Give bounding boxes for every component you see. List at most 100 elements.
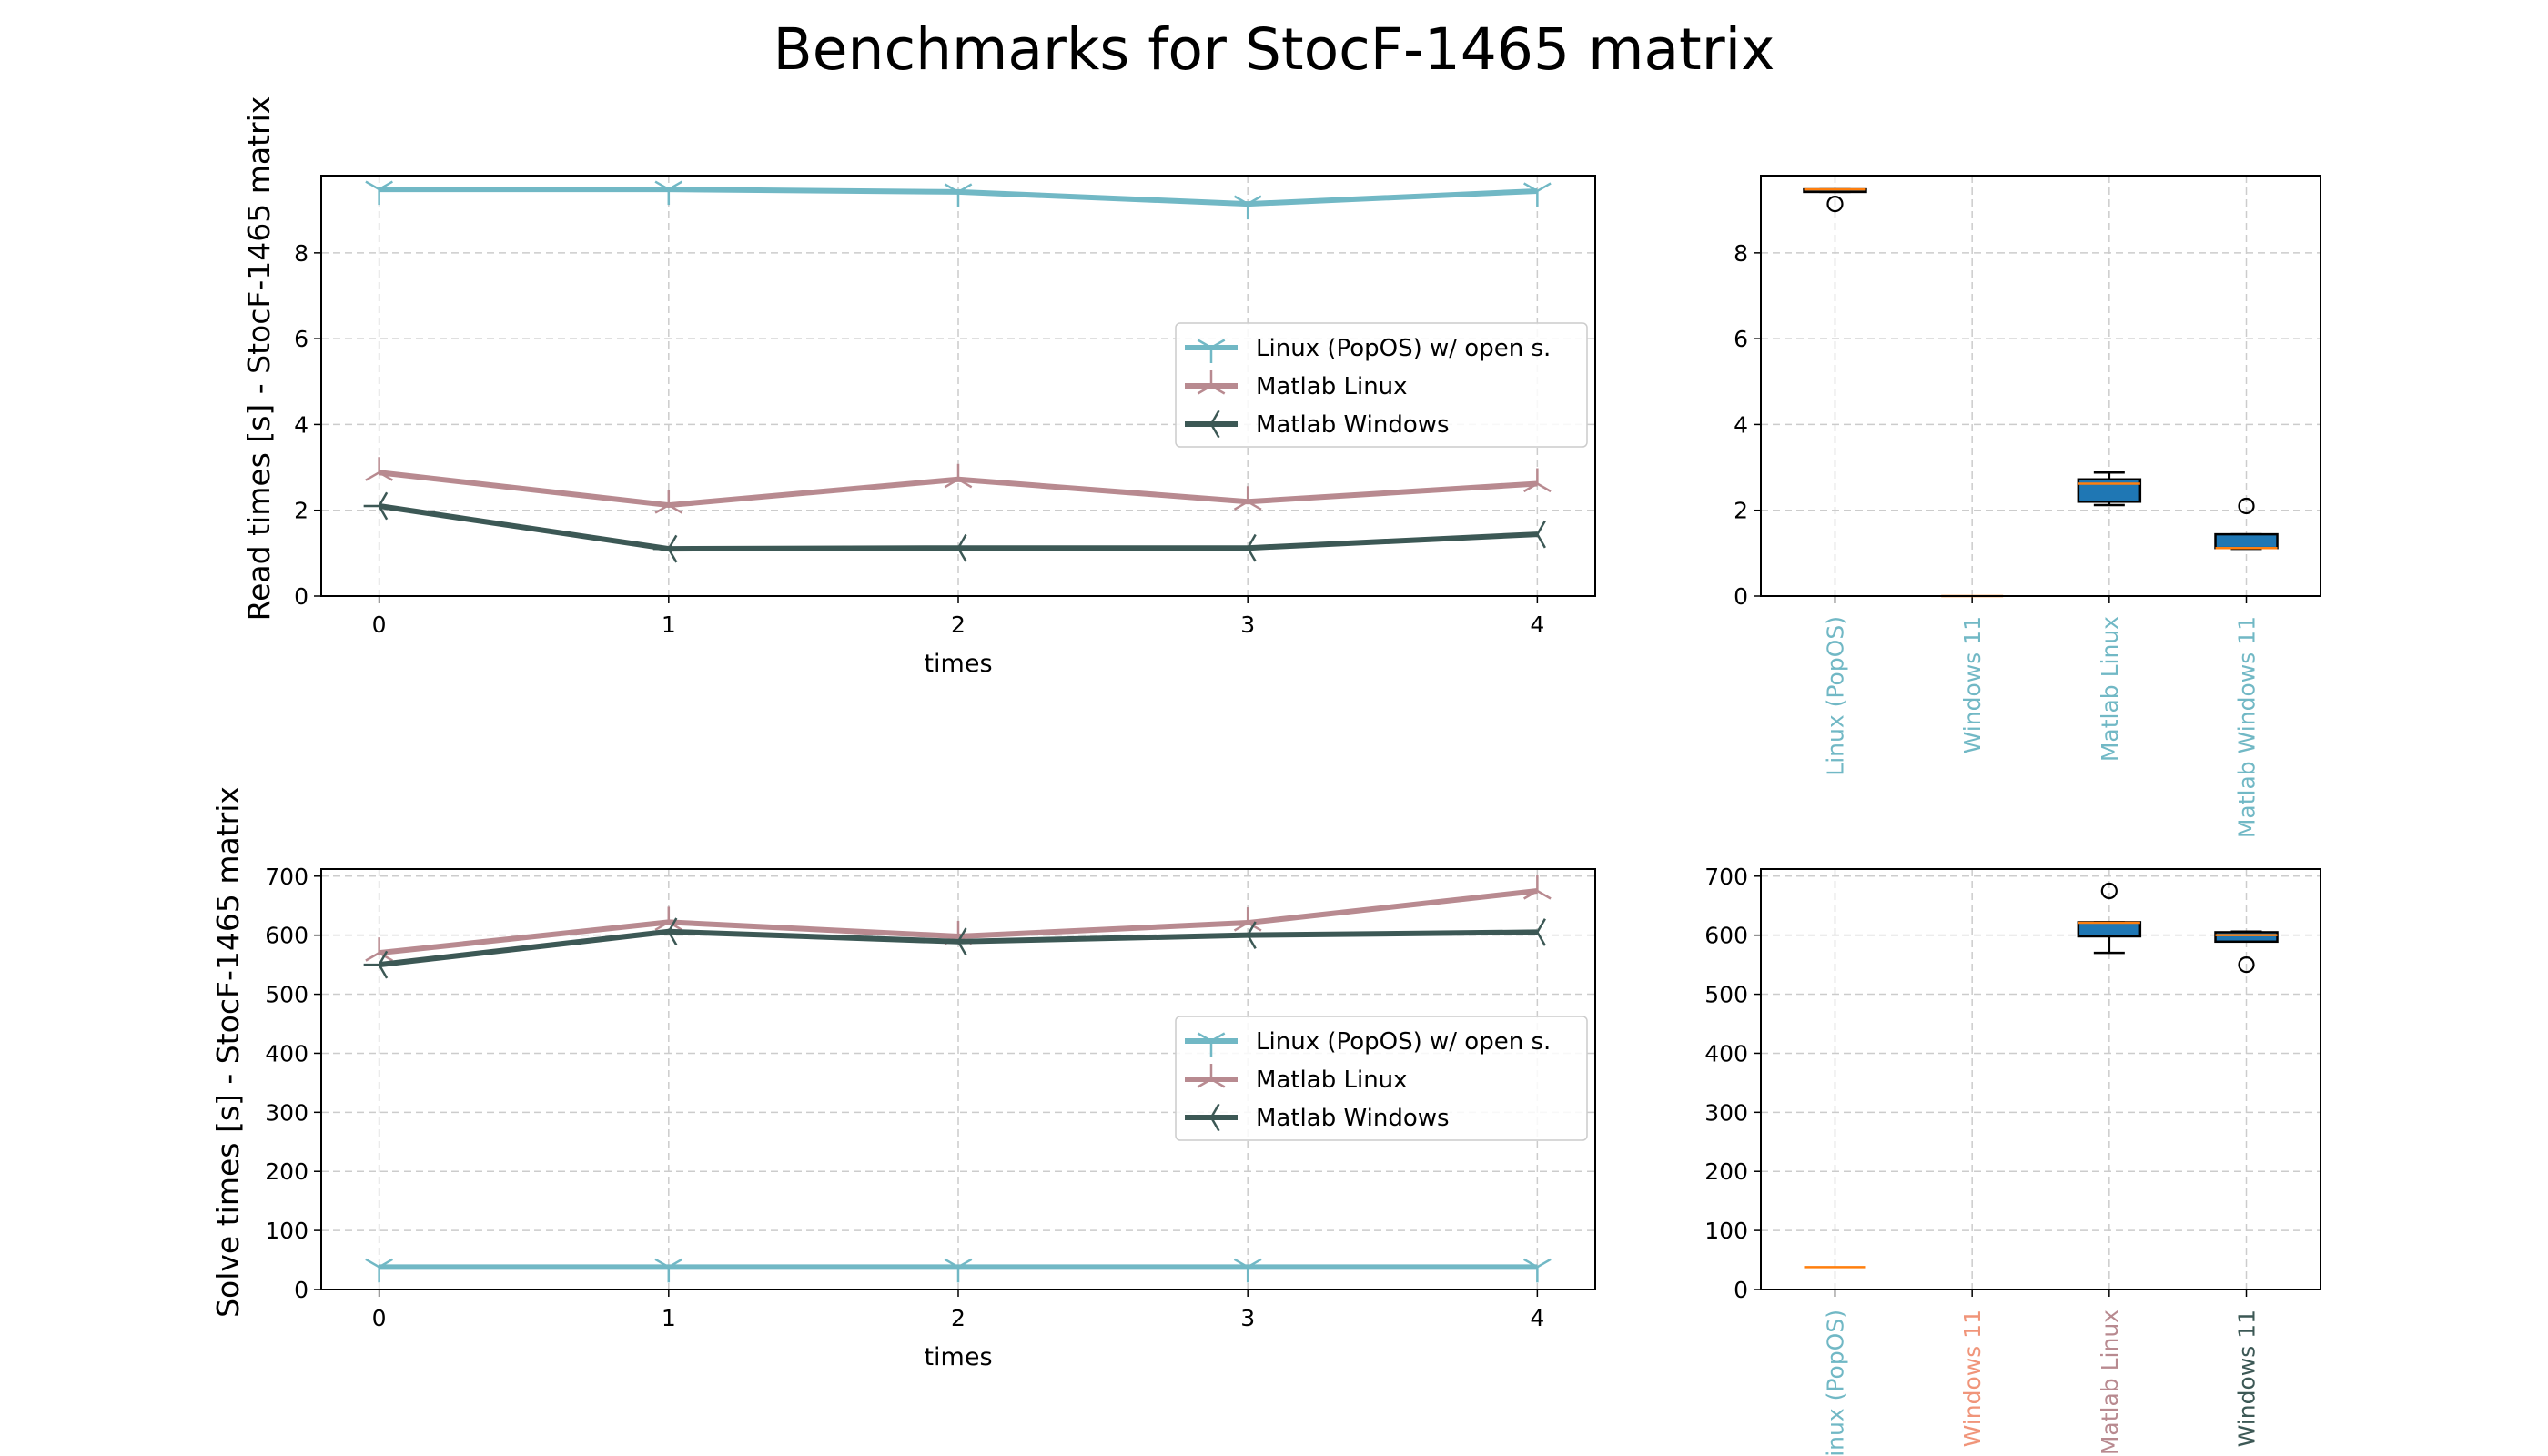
marker-arm [668,921,683,931]
legend-frame [1175,322,1588,448]
category-label: Matlab Linux [2097,1309,2123,1455]
y-tick-label: 8 [1734,240,1748,267]
data-point [943,927,967,956]
outlier-point [2238,956,2255,974]
outlier-point [1826,196,1844,213]
marker-arm [1197,1032,1212,1043]
y-tick-label: 2 [294,498,308,524]
y-tick-label: 600 [1704,923,1748,949]
y-tick-label: 0 [294,1277,308,1303]
marker-arm [1210,384,1226,395]
figure-title: Benchmarks for StocF-1465 matrix [773,16,1775,83]
marker-arm [1233,500,1249,511]
marker-arm [1209,1117,1220,1132]
marker-arm [957,1258,973,1269]
category-label: Matlab Linux [2097,616,2123,762]
marker-arm [1247,921,1262,932]
marker-arm [1523,182,1538,193]
data-point [1523,875,1552,900]
data-point [944,1258,973,1283]
y-axis-label: Solve times [s] - StocF-1465 matrix [210,786,246,1318]
marker-arm [1233,195,1249,206]
y-tick-label: 200 [265,1158,308,1185]
marker-arm [365,180,380,191]
series-2 [363,917,1546,979]
marker-arm [667,931,678,946]
data-point [1233,486,1262,511]
marker-arm [1209,410,1220,425]
marker-arm [944,183,959,193]
data-point [365,180,393,206]
x-tick-label: 1 [662,1305,676,1331]
legend-marker [1197,370,1226,395]
legend-label: Matlab Windows [1256,1105,1450,1132]
marker-arm [654,921,670,931]
marker-arm [1247,547,1257,562]
y-tick-label: 300 [265,1099,308,1126]
data-point [654,906,683,931]
x-tick-label: 1 [662,612,676,638]
legend-label: Matlab Linux [1256,373,1408,400]
marker-arm [379,180,393,191]
x-tick-label: 0 [372,1305,387,1331]
data-point [1232,533,1257,562]
marker-arm [1197,1077,1212,1088]
legend-label: Matlab Windows [1256,411,1450,439]
marker-arm [1233,1258,1249,1269]
category-label: Windows 11 [1959,616,1986,753]
marker-arm [1209,1103,1220,1118]
marker-arm [956,927,967,943]
y-tick-label: 2 [1734,498,1748,524]
data-point [1232,921,1257,950]
marker-arm [1536,533,1546,549]
legend-marker [1196,410,1220,439]
y-tick-label: 6 [1734,326,1748,352]
marker-arm [667,534,678,550]
marker-arm [1536,889,1552,900]
legend-marker [1197,1064,1226,1088]
legend-item: Matlab Linux [1185,370,1408,400]
box-body [2214,532,2279,550]
read-line-chart: 0 2 4 6 8 0 1 2 3 4 times Read times [s] - StocF-14… [241,96,1596,678]
x-axis-label: times [924,650,992,678]
marker-arm [1536,520,1546,535]
marker-arm [379,952,393,962]
marker-arm [1247,935,1257,950]
marker-arm [1523,1258,1538,1269]
y-tick-label: 400 [1704,1040,1748,1067]
marker-arm [1247,1258,1262,1269]
legend-item: Matlab Linux [1185,1064,1408,1094]
marker-arm [667,548,678,563]
category-label: Windows 11 [1959,1309,1986,1447]
box-3 [2214,497,2279,551]
marker-arm [956,533,967,549]
box-2 [2077,470,2142,507]
marker-arm [379,471,393,481]
marker-arm [1209,423,1220,439]
marker-arm [1247,500,1262,511]
marker-arm [668,503,683,514]
box-body [2214,931,2279,944]
marker-arm [1247,533,1257,549]
legend-frame [1175,1016,1588,1141]
marker-arm [944,1258,959,1269]
marker-arm [957,478,973,489]
marker-arm [1536,931,1546,946]
y-tick-label: 0 [1734,583,1748,610]
marker-arm [1536,182,1552,193]
marker-arm [378,505,389,521]
marker-arm [668,1258,683,1269]
y-tick-label: 100 [1704,1218,1748,1244]
data-point [1233,907,1262,932]
data-point [652,917,678,946]
y-tick-label: 300 [1704,1099,1748,1126]
data-point [365,457,393,481]
category-label: Linux (PopOS) [1822,1309,1848,1456]
marker-arm [1536,482,1552,493]
outlier-point [2100,882,2118,900]
data-point [1523,468,1552,493]
y-tick-label: 8 [294,240,308,267]
x-tick-label: 3 [1240,1305,1255,1331]
legend-item: Matlab Windows [1185,410,1450,439]
marker-arm [1210,339,1226,349]
